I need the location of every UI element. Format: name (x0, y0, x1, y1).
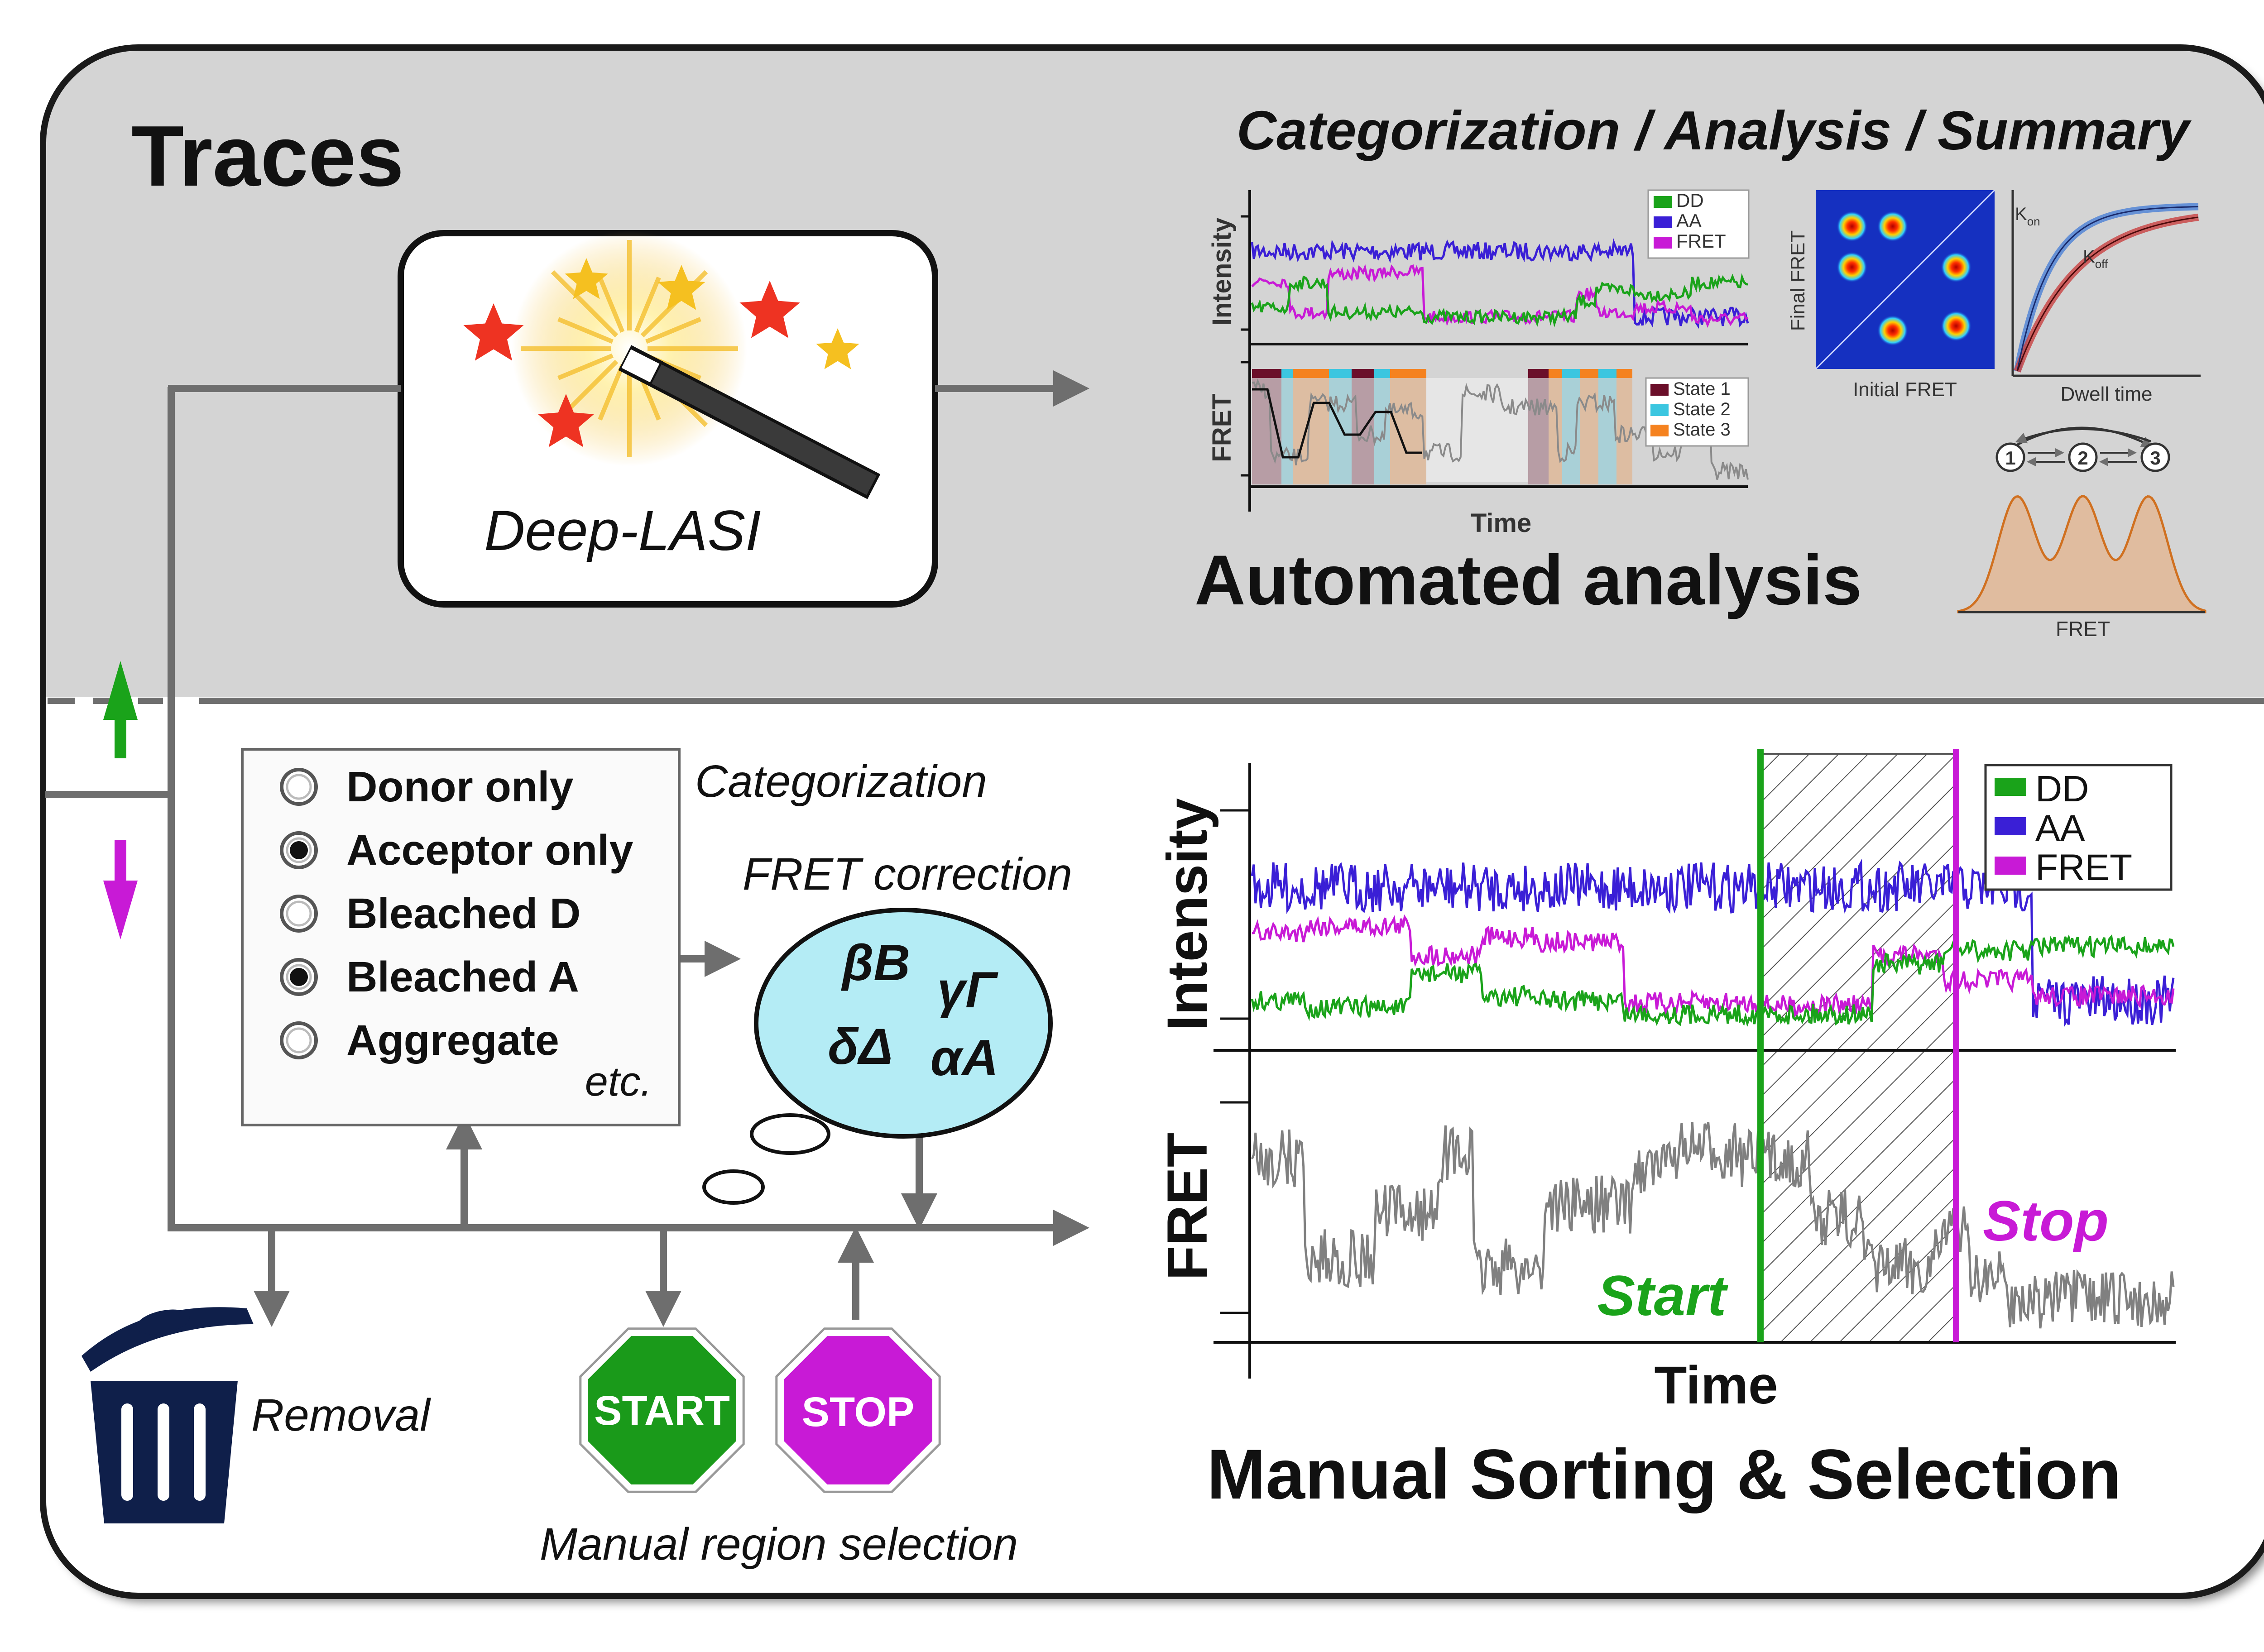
small-legend-dd: DD (1676, 190, 1704, 211)
start-sign-label: START (594, 1388, 730, 1434)
start-sign[interactable]: START (579, 1327, 745, 1493)
star-icon (739, 281, 800, 338)
magic-wand-icon (463, 231, 881, 499)
dwell-x-label: Dwell time (2061, 383, 2153, 405)
big-channel-legend: DD AA FRET (1984, 764, 2173, 891)
small-state-legend: State 1 State 2 State 3 (1645, 377, 1749, 447)
category-label: Aggregate (346, 1016, 559, 1064)
categorization-box: Donor only Acceptor only Bleached D Bleache… (241, 748, 681, 1126)
small-trace-plot: Intensity FRET Time DD AA FRET State 1 S… (1207, 189, 1750, 538)
automated-analysis-title: Automated analysis (1194, 541, 1862, 620)
koff-label: Koff (2083, 247, 2108, 271)
category-option[interactable]: Aggregate (280, 1016, 559, 1064)
small-channel-legend: DD AA FRET (1647, 189, 1750, 259)
big-intensity-axis-label: Intensity (1156, 798, 1219, 1031)
down-arrow-icon (103, 840, 138, 939)
scheme-state-2: 2 (2077, 447, 2088, 469)
tdp-x-label: Initial FRET (1853, 378, 1957, 401)
manual-sorting-title: Manual Sorting & Selection (1207, 1435, 2121, 1514)
start-label: Start (1597, 1264, 1728, 1327)
dwell-time-plot: Kon Koff Dwell time (2011, 190, 2201, 405)
flow-lines (45, 370, 1089, 1327)
big-legend-dd: DD (2035, 768, 2089, 809)
small-fret-axis-label: FRET (1207, 393, 1237, 462)
state-legend-2: State 2 (1673, 399, 1731, 419)
category-label: Bleached A (346, 953, 579, 1001)
categories-etc: etc. (585, 1058, 652, 1105)
scheme-state-1: 1 (2005, 447, 2015, 469)
fret-histogram: FRET (1957, 495, 2206, 641)
small-legend-aa: AA (1676, 210, 1702, 231)
star-icon (463, 303, 524, 361)
big-legend-fret: FRET (2035, 847, 2132, 888)
selected-region[interactable] (1760, 753, 1957, 1343)
histogram-x-label: FRET (2056, 617, 2110, 641)
manual-region-label: Manual region selection (540, 1519, 1018, 1570)
big-legend-aa: AA (2035, 808, 2085, 849)
category-option[interactable]: Bleached A (280, 953, 579, 1001)
scheme-state-3: 3 (2150, 447, 2160, 469)
state-legend-1: State 1 (1673, 379, 1731, 399)
big-fret-axis-label: FRET (1156, 1133, 1219, 1280)
star-icon (565, 258, 608, 299)
categorization-label: Categorization (695, 756, 987, 807)
transition-density-plot: Final FRET Initial FRET (1787, 189, 1995, 401)
big-trace-plot: Intensity FRET Time Start Stop DD AA FRE… (1156, 749, 2176, 1415)
star-icon (538, 394, 594, 447)
trash-icon[interactable] (82, 1305, 254, 1523)
factor-delta: δΔ (828, 1018, 893, 1075)
removal-label: Removal (251, 1390, 431, 1441)
small-legend-fret: FRET (1676, 230, 1726, 252)
fret-correction-label: FRET correction (743, 849, 1072, 900)
kinetic-scheme: 1 2 3 (1995, 426, 2170, 472)
deep-lasi-label: Deep-LASI (484, 499, 761, 562)
category-label: Donor only (346, 763, 574, 811)
star-icon (657, 265, 705, 310)
category-option[interactable]: Donor only (280, 763, 574, 811)
deep-lasi-box[interactable]: Deep-LASI (398, 230, 938, 608)
traces-title: Traces (131, 108, 404, 204)
stop-label: Stop (1983, 1190, 2109, 1253)
analysis-header: Categorization / Analysis / Summary (1237, 100, 2192, 161)
category-option[interactable]: Bleached D (280, 890, 580, 938)
star-icon (816, 328, 859, 369)
small-intensity-axis-label: Intensity (1207, 218, 1237, 326)
factor-beta: βB (841, 934, 910, 991)
factor-alpha: αA (931, 1030, 998, 1086)
kon-label: Kon (2015, 204, 2040, 228)
big-time-axis-label: Time (1654, 1355, 1778, 1415)
up-arrow-icon (103, 661, 138, 758)
stop-sign[interactable]: STOP (775, 1327, 941, 1493)
small-time-axis-label: Time (1471, 508, 1531, 538)
stop-sign-label: STOP (802, 1389, 915, 1435)
factor-gamma: γΓ (937, 962, 998, 1018)
tdp-y-label: Final FRET (1787, 230, 1809, 331)
state-legend-3: State 3 (1673, 420, 1731, 440)
correction-factors-bubble[interactable]: βB γΓ δΔ αA (702, 908, 1053, 1205)
category-label: Acceptor only (346, 826, 633, 874)
category-label: Bleached D (346, 890, 580, 938)
category-option[interactable]: Acceptor only (280, 826, 633, 874)
